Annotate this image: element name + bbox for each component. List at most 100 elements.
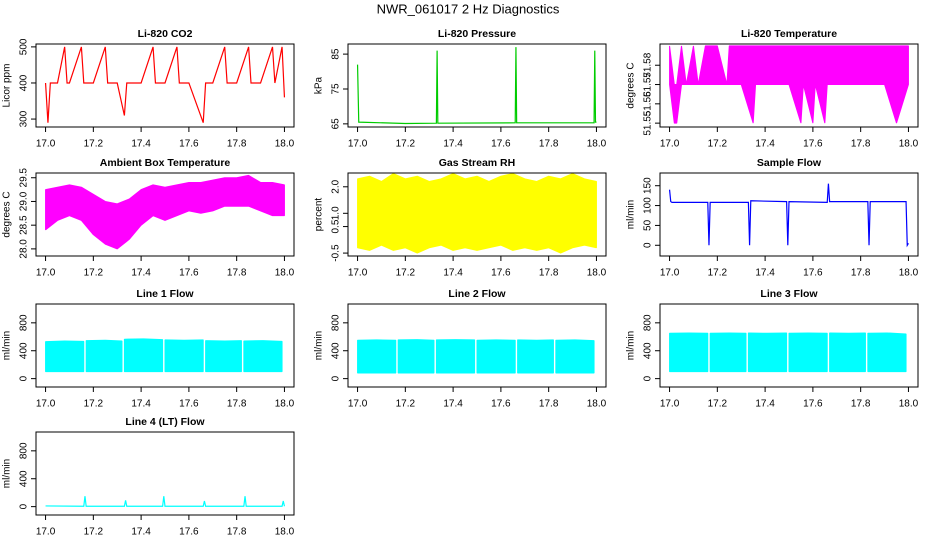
- data-band: [517, 339, 554, 374]
- y-axis-label: kPa: [314, 76, 325, 94]
- data-band: [45, 174, 285, 250]
- x-tick-label: 17.8: [227, 268, 247, 279]
- y-tick-label: 800: [19, 442, 30, 459]
- x-tick-label: 17.8: [227, 399, 247, 410]
- y-tick-label: 800: [331, 314, 342, 331]
- plot-frame: [659, 43, 919, 128]
- y-axis-label: Licor ppm: [2, 64, 13, 108]
- data-band: [867, 332, 907, 373]
- data-band: [669, 332, 709, 373]
- x-tick-label: 17.4: [443, 399, 463, 410]
- x-tick-label: 17.6: [179, 527, 199, 538]
- x-tick-label: 17.2: [84, 399, 104, 410]
- data-band: [709, 332, 747, 373]
- y-tick-label: 29.0: [19, 191, 30, 211]
- x-tick-label: 17.2: [396, 139, 416, 150]
- data-band: [829, 332, 866, 373]
- panel: Li-820 Temperature degrees C 17.0 17.2 17.4 1…: [626, 28, 919, 150]
- x-tick-label: 18.0: [275, 139, 295, 150]
- panel-title: Gas Stream RH: [439, 157, 515, 169]
- plot-frame: [659, 303, 919, 388]
- data-band: [476, 339, 516, 374]
- y-tick-label: 28.5: [19, 215, 30, 235]
- y-tick-label: 0: [643, 242, 654, 248]
- data-band: [357, 173, 597, 254]
- x-tick-label: 17.0: [36, 139, 56, 150]
- x-tick-label: 17.2: [708, 268, 728, 279]
- panel-title: Li-820 CO2: [138, 28, 193, 40]
- y-tick-label: 100: [643, 197, 654, 214]
- x-tick-label: 18.0: [587, 268, 607, 279]
- x-tick-label: 17.6: [491, 268, 511, 279]
- x-tick-label: 17.4: [131, 139, 151, 150]
- y-axis-label: ml/min: [2, 331, 13, 360]
- x-tick-label: 17.2: [84, 268, 104, 279]
- y-tick-label: 300: [19, 110, 30, 127]
- y-tick-label: 0: [643, 375, 654, 381]
- x-tick-label: 18.0: [275, 527, 295, 538]
- x-tick-label: 17.6: [803, 399, 823, 410]
- x-tick-label: 17.8: [539, 139, 559, 150]
- y-tick-label: 0.5: [331, 219, 342, 233]
- y-tick-label: 400: [19, 74, 30, 91]
- data-band: [555, 339, 595, 374]
- x-tick-label: 17.6: [179, 139, 199, 150]
- x-tick-label: 17.2: [396, 268, 416, 279]
- plot-frame: [347, 303, 607, 388]
- panel-title: Ambient Box Temperature: [100, 157, 231, 169]
- y-tick-label: 51.56: [643, 91, 654, 116]
- panel-title: Line 3 Flow: [760, 288, 818, 300]
- panel: Line 4 (LT) Flow ml/min 17.0 17.2 17.4 17.6 17…: [2, 416, 295, 538]
- x-tick-label: 17.6: [491, 139, 511, 150]
- x-tick-label: 17.4: [131, 399, 151, 410]
- x-tick-label: 17.2: [84, 527, 104, 538]
- data-band: [123, 338, 164, 373]
- data-line: [668, 183, 909, 248]
- plot-frame: [35, 303, 295, 388]
- x-tick-label: 17.8: [851, 139, 871, 150]
- panel: Line 1 Flow ml/min 17.0 17.2 17.4 17.6 17.8 18.…: [2, 288, 295, 410]
- panel: Ambient Box Temperature degrees C 17.0 17.2…: [2, 157, 295, 279]
- x-tick-label: 17.6: [803, 139, 823, 150]
- y-tick-label: 800: [19, 314, 30, 331]
- y-tick-label: 400: [331, 342, 342, 359]
- x-tick-label: 18.0: [275, 399, 295, 410]
- y-tick-label: -0.5: [331, 244, 342, 262]
- page-title: NWR_061017 2 Hz Diagnostics: [377, 1, 560, 16]
- y-tick-label: 800: [643, 314, 654, 331]
- x-tick-label: 17.8: [851, 268, 871, 279]
- y-tick-label: 2.0: [331, 179, 342, 193]
- panel-title: Li-820 Pressure: [438, 28, 516, 40]
- x-tick-label: 17.4: [131, 268, 151, 279]
- y-tick-label: 50: [643, 219, 654, 231]
- data-band: [243, 340, 283, 373]
- x-tick-label: 17.8: [539, 268, 559, 279]
- data-band: [788, 332, 828, 373]
- x-tick-label: 17.8: [227, 139, 247, 150]
- y-axis-label: ml/min: [314, 331, 325, 360]
- x-tick-label: 17.0: [660, 139, 680, 150]
- data-band: [85, 339, 123, 373]
- x-tick-label: 17.0: [660, 268, 680, 279]
- panel-title: Line 1 Flow: [136, 288, 194, 300]
- x-tick-label: 17.8: [851, 399, 871, 410]
- x-tick-label: 17.4: [131, 527, 151, 538]
- data-band: [669, 45, 909, 124]
- x-tick-label: 17.4: [443, 268, 463, 279]
- x-tick-label: 18.0: [587, 139, 607, 150]
- x-tick-label: 17.0: [36, 268, 56, 279]
- x-tick-label: 17.4: [755, 139, 775, 150]
- x-tick-label: 17.0: [660, 399, 680, 410]
- y-tick-label: 85: [331, 48, 342, 60]
- x-tick-label: 17.6: [803, 268, 823, 279]
- x-tick-label: 17.0: [348, 399, 368, 410]
- x-tick-label: 18.0: [587, 399, 607, 410]
- y-tick-label: 150: [643, 177, 654, 194]
- y-axis-label: degrees C: [2, 191, 13, 237]
- y-tick-label: 0: [19, 375, 30, 381]
- data-band: [45, 340, 85, 373]
- y-tick-label: 65: [331, 118, 342, 130]
- data-band: [435, 339, 476, 374]
- panel: Gas Stream RH percent 17.0 17.2 17.4 17.6 17.8…: [314, 157, 607, 279]
- x-tick-label: 18.0: [899, 399, 919, 410]
